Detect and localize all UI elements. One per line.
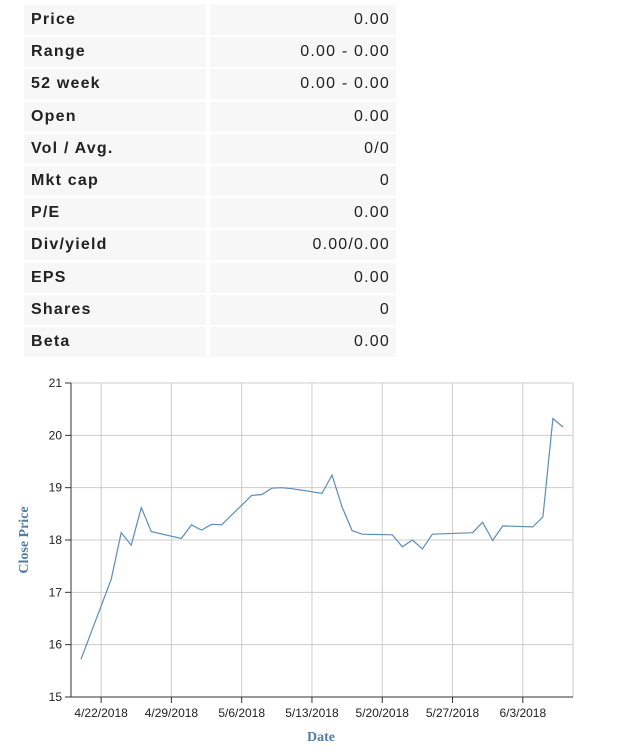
close-price-chart: 15 16 17 18 19 20 21 4/22/2018 4/29/2018 5/6/2018… (17, 376, 574, 745)
stat-row: EPS 0.00 (24, 262, 396, 293)
stat-label: Mkt cap (24, 165, 206, 196)
stat-value: 0.00/0.00 (210, 230, 396, 261)
stat-label: Range (24, 37, 206, 68)
stat-value: 0/0 (210, 133, 396, 164)
stat-row: Range 0.00 - 0.00 (24, 37, 396, 68)
y-tick-label: 15 (49, 690, 63, 704)
stat-row: Shares 0 (24, 294, 396, 325)
stat-label: Open (24, 101, 206, 132)
x-tick-label: 5/6/2018 (218, 706, 265, 720)
stat-label: Shares (24, 294, 206, 325)
stat-value: 0.00 (210, 198, 396, 229)
stat-row: 52 week 0.00 - 0.00 (24, 69, 396, 100)
stat-label: 52 week (24, 69, 206, 100)
chart-grid (70, 382, 574, 698)
stat-value: 0 (210, 165, 396, 196)
stat-row: Open 0.00 (24, 101, 396, 132)
y-tick-label: 21 (49, 376, 63, 390)
stat-value: 0.00 (210, 326, 396, 357)
stat-label: P/E (24, 198, 206, 229)
stat-label: Div/yield (24, 230, 206, 261)
y-tick-label: 20 (49, 428, 63, 442)
y-tick-label: 16 (49, 638, 63, 652)
x-tick-label: 4/22/2018 (74, 706, 128, 720)
x-tick-label: 5/13/2018 (285, 706, 339, 720)
stat-value: 0 (210, 294, 396, 325)
stat-row: Vol / Avg. 0/0 (24, 133, 396, 164)
y-tick-label: 18 (49, 533, 63, 547)
stat-row: Mkt cap 0 (24, 165, 396, 196)
y-axis-title: Close Price (17, 506, 32, 573)
x-tick-label: 5/27/2018 (426, 706, 480, 720)
stat-row: P/E 0.00 (24, 198, 396, 229)
stat-row: Beta 0.00 (24, 326, 396, 357)
close-price-line (80, 417, 564, 660)
stat-value: 0.00 (210, 262, 396, 293)
x-tick-label: 5/20/2018 (356, 706, 410, 720)
stat-label: Beta (24, 326, 206, 357)
x-tick-label: 6/3/2018 (499, 706, 546, 720)
stat-label: Vol / Avg. (24, 133, 206, 164)
stat-value: 0.00 (210, 101, 396, 132)
x-axis-title: Date (307, 730, 335, 745)
stat-label: Price (24, 5, 206, 35)
stat-value: 0.00 - 0.00 (210, 37, 396, 68)
chart-series (80, 417, 564, 660)
x-tick-label: 4/29/2018 (145, 706, 199, 720)
chart-axes: 15 16 17 18 19 20 21 4/22/2018 4/29/2018 5/6/2018… (49, 376, 573, 720)
y-tick-label: 19 (49, 481, 63, 495)
stat-label: EPS (24, 262, 206, 293)
stat-row: Price 0.00 (24, 5, 396, 35)
stats-table: Price 0.00 Range 0.00 - 0.00 52 week 0.00 - 0… (24, 5, 396, 359)
stat-value: 0.00 - 0.00 (210, 69, 396, 100)
stat-row: Div/yield 0.00/0.00 (24, 230, 396, 261)
stat-value: 0.00 (210, 5, 396, 35)
y-tick-label: 17 (49, 585, 63, 599)
